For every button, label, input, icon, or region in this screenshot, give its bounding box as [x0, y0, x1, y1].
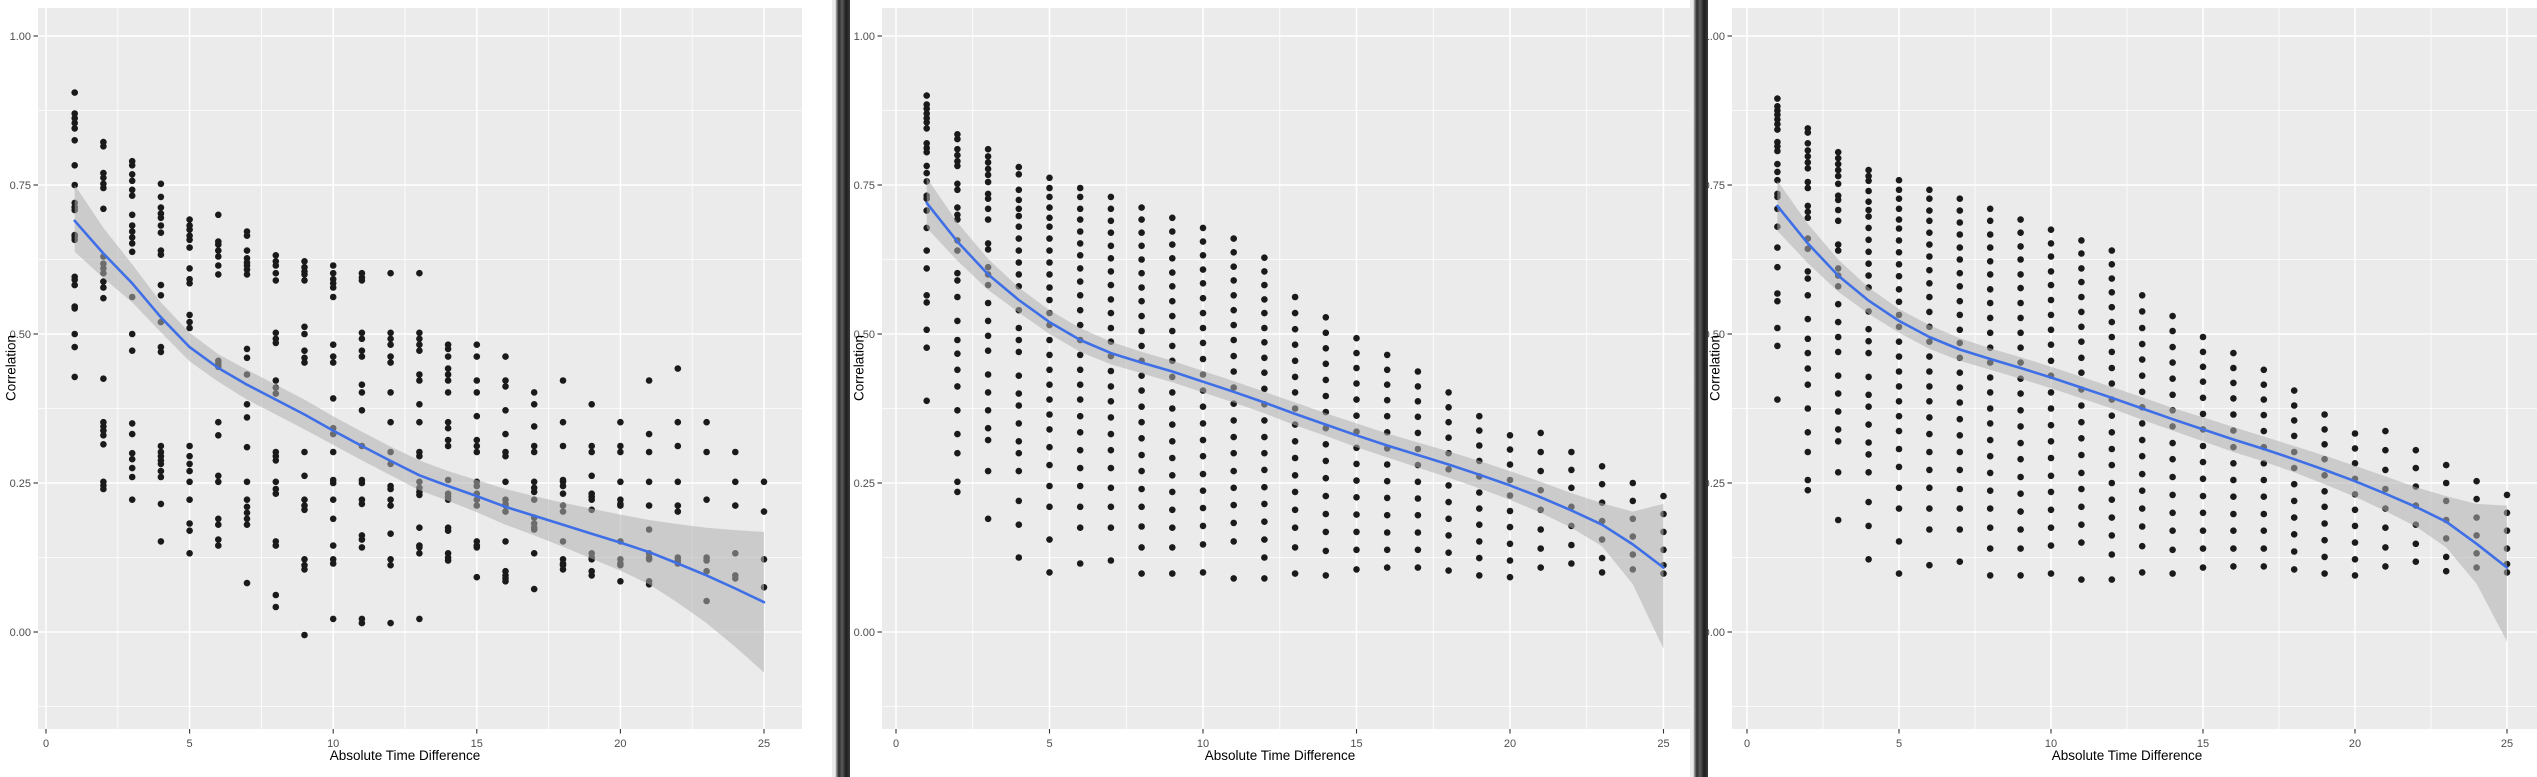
plot-svg-panel-2: 0 5 10 15 20 25 0.00 0.25 0.50 0.75 1.00: [854, 8, 1690, 750]
panel-background: [882, 8, 1690, 729]
y-axis-title-panel-2: Correlation: [851, 334, 867, 402]
x-tick-label: 20: [2349, 738, 2361, 750]
scatter-points: [71, 89, 768, 639]
x-tick-label: 0: [43, 738, 49, 750]
x-tick-label: 25: [758, 738, 770, 750]
x-axis-tick-labels: 0 5 10 15 20 25: [43, 738, 770, 750]
x-tick-label: 0: [893, 738, 899, 750]
x-tick-label: 10: [2045, 738, 2057, 750]
y-axis-title-panel-1: Correlation: [3, 334, 19, 402]
scatter-plot-panel-2: 0 5 10 15 20 25 0.00 0.25 0.50 0.75 1.00: [850, 0, 1690, 777]
x-tick-label: 15: [1350, 738, 1362, 750]
gridlines-minor: [882, 8, 1690, 729]
y-tick-label: 0.75: [1708, 180, 1725, 192]
x-tick-label: 5: [1046, 738, 1052, 750]
axis-tick-marks: [877, 35, 1665, 734]
x-tick-label: 25: [2501, 738, 2513, 750]
axis-tick-marks: [33, 35, 765, 734]
y-tick-label: 0.00: [1708, 627, 1725, 639]
y-tick-label: 0.75: [854, 180, 875, 192]
x-axis-tick-labels: 0 5 10 15 20 25: [893, 738, 1670, 750]
scatter-points: [1774, 95, 2511, 583]
smooth-trend-line: [73, 219, 766, 604]
y-tick-label: 0.50: [10, 329, 31, 341]
x-tick-label: 0: [1744, 738, 1750, 750]
smooth-trend-line: [1776, 204, 2509, 569]
y-tick-label: 0.25: [1708, 478, 1725, 490]
scatter-plot-panel-3: 0 5 10 15 20 25 0.00 0.25 0.50 0.75 1.00: [1708, 0, 2537, 777]
y-tick-label: 0.00: [10, 627, 31, 639]
y-tick-label: 1.00: [10, 31, 31, 43]
x-tick-label: 5: [1896, 738, 1902, 750]
y-tick-label: 0.00: [854, 627, 875, 639]
scatter-points: [923, 92, 1667, 582]
x-tick-label: 10: [1197, 738, 1209, 750]
x-axis-tick-labels: 0 5 10 15 20 25: [1744, 738, 2513, 750]
y-axis-tick-labels: 0.00 0.25 0.50 0.75 1.00: [1708, 31, 1725, 639]
plot-svg-panel-3: 0 5 10 15 20 25 0.00 0.25 0.50 0.75 1.00: [1708, 8, 2537, 750]
confidence-ribbon: [74, 185, 764, 673]
panel-background: [1732, 8, 2537, 729]
gridlines-minor: [1732, 8, 2537, 729]
x-tick-label: 5: [187, 738, 193, 750]
y-axis-tick-labels: 0.00 0.25 0.50 0.75 1.00: [10, 31, 31, 639]
gridlines-major: [38, 8, 802, 729]
confidence-ribbon: [1777, 180, 2507, 642]
x-tick-label: 10: [327, 738, 339, 750]
y-axis-title-panel-3: Correlation: [1707, 334, 1723, 402]
window-divider-2: [1690, 0, 1708, 777]
x-tick-label: 15: [2197, 738, 2209, 750]
y-tick-label: 1.00: [1708, 31, 1725, 43]
y-tick-label: 0.50: [1708, 329, 1725, 341]
y-tick-label: 0.50: [854, 329, 875, 341]
x-tick-label: 20: [614, 738, 626, 750]
y-tick-label: 0.25: [854, 478, 875, 490]
y-tick-label: 0.75: [10, 180, 31, 192]
axis-tick-marks: [1727, 35, 2508, 734]
x-axis-title-panel-3: Absolute Time Difference: [2051, 748, 2203, 763]
gridlines-minor: [38, 8, 802, 729]
x-tick-label: 15: [471, 738, 483, 750]
y-axis-tick-labels: 0.00 0.25 0.50 0.75 1.00: [854, 31, 875, 639]
x-axis-title-panel-1: Absolute Time Difference: [329, 748, 481, 763]
window-divider-1: [832, 0, 850, 777]
y-tick-label: 1.00: [854, 31, 875, 43]
x-tick-label: 25: [1657, 738, 1669, 750]
smooth-trend-line: [925, 201, 1665, 569]
x-tick-label: 20: [1504, 738, 1516, 750]
plot-svg-panel-1: 0 5 10 15 20 25 0.00 0.25 0.50 0.75 1.00: [10, 8, 802, 750]
scatter-plot-panel-1: 0 5 10 15 20 25 0.00 0.25 0.50 0.75 1.00: [0, 0, 832, 777]
x-axis-title-panel-2: Absolute Time Difference: [1204, 748, 1356, 763]
y-tick-label: 0.25: [10, 478, 31, 490]
